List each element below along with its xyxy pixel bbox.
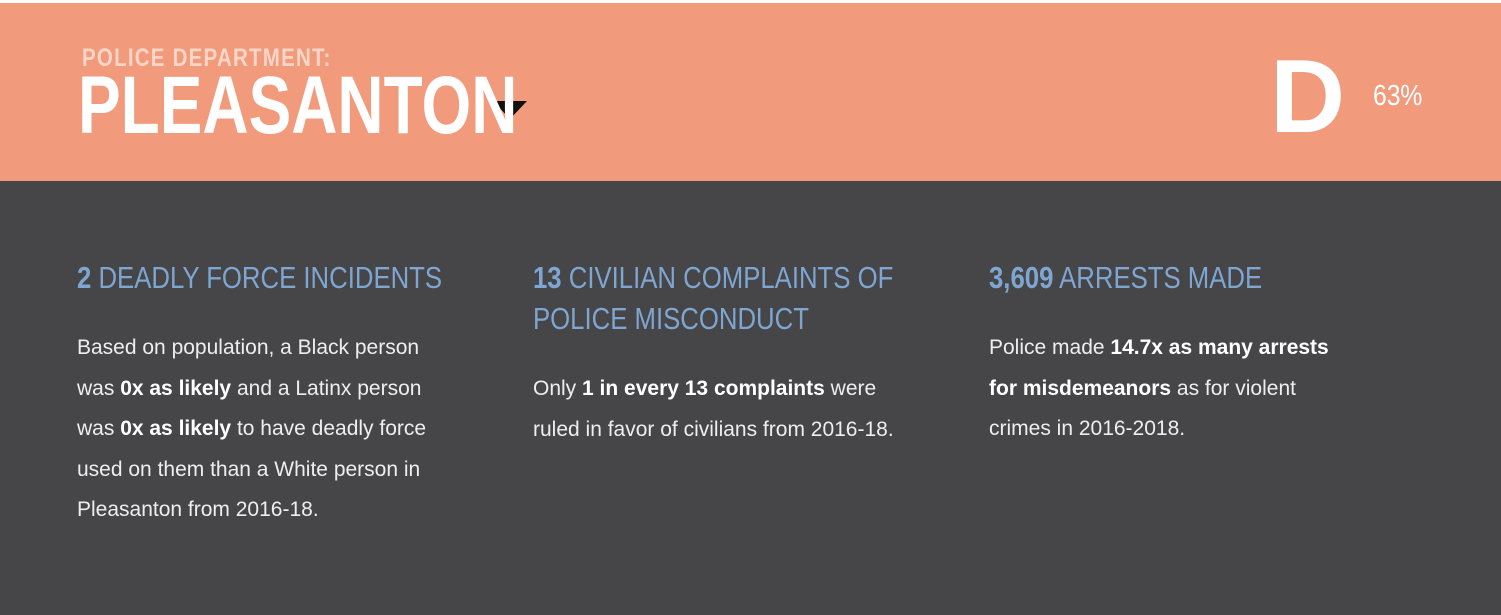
stat-title-text: ARRESTS MADE (1053, 260, 1263, 295)
stat-text: were ruled in favor of civilians from 20… (533, 377, 894, 441)
stat-title-text: CIVILIAN COMPLAINTS OF (561, 260, 894, 295)
stat-title-text: DEADLY FORCE INCIDENTS (91, 260, 443, 295)
stat-number: 2 (77, 260, 92, 295)
stat-highlight: 0x as likely (120, 376, 232, 400)
stat-text: and a Latinx person was (77, 376, 422, 441)
stat-description: Only 1 in every 13 complaints were ruled… (533, 369, 903, 450)
police-scorecard: POLICE DEPARTMENT: PLEASANTON D 63% 2 DE… (0, 3, 1501, 615)
stat-text: Based on population, a Black person was (77, 336, 420, 400)
stat-number: 13 (533, 260, 562, 295)
stat-text: to have deadly force used on them than a… (77, 417, 427, 521)
stat-description: Based on population, a Black person was … (77, 328, 447, 531)
eyebrow-label: POLICE DEPARTMENT: (82, 44, 332, 72)
stat-highlight: 1 in every 13 complaints (582, 377, 825, 400)
stat-title: 3,609 ARRESTS MADE (989, 257, 1304, 298)
department-dropdown[interactable]: PLEASANTON (78, 63, 527, 149)
stats-section: 2 DEADLY FORCE INCIDENTS Based on popula… (0, 181, 1501, 615)
stat-description: Police made 14.7x as many arrests for mi… (989, 328, 1359, 450)
stat-text: Only (533, 377, 583, 400)
stat-highlight: 0x as likely (120, 417, 232, 440)
stat-text: as for violent crimes in 2016-2018. (989, 376, 1296, 441)
stat-civilian-complaints: 13 CIVILIAN COMPLAINTS OF POLICE MISCONDU… (533, 257, 913, 450)
caret-down-icon[interactable] (493, 101, 527, 119)
stat-arrests: 3,609 ARRESTS MADE Police made 14.7x as … (989, 257, 1369, 450)
stat-number: 3,609 (989, 260, 1054, 295)
stat-title: 2 DEADLY FORCE INCIDENTS (77, 257, 442, 298)
stat-title-text-line2: POLICE MISCONDUCT (533, 301, 809, 336)
stat-highlight: 14.7x as many arrests for misdemeanors (989, 336, 1329, 400)
stat-text: Police made (989, 336, 1111, 359)
stat-title: 13 CIVILIAN COMPLAINTS OF POLICE MISCONDU… (533, 257, 893, 339)
stat-deadly-force: 2 DEADLY FORCE INCIDENTS Based on popula… (77, 257, 457, 531)
scorecard-header: POLICE DEPARTMENT: PLEASANTON D 63% (0, 3, 1501, 181)
department-name: PLEASANTON (78, 60, 518, 151)
grade-percent: 63% (1373, 80, 1423, 112)
grade-letter: D (1270, 39, 1346, 155)
